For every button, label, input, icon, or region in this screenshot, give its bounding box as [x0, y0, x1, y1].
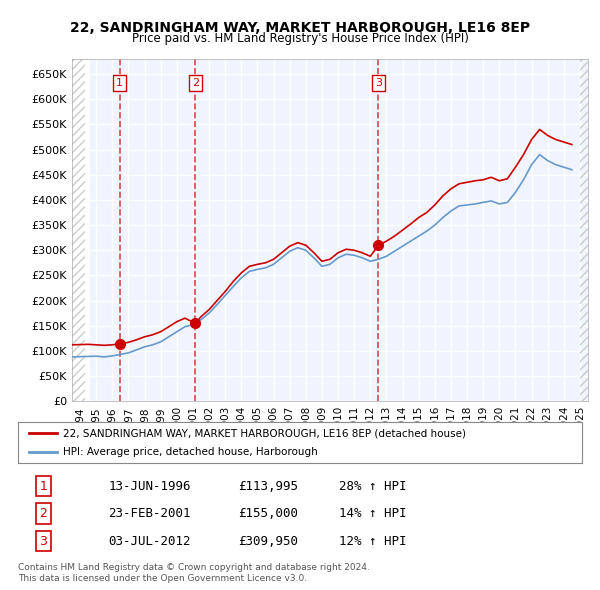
Text: 22, SANDRINGHAM WAY, MARKET HARBOROUGH, LE16 8EP (detached house): 22, SANDRINGHAM WAY, MARKET HARBOROUGH, …	[63, 428, 466, 438]
Text: 12% ↑ HPI: 12% ↑ HPI	[340, 535, 407, 548]
Text: 14% ↑ HPI: 14% ↑ HPI	[340, 507, 407, 520]
Text: HPI: Average price, detached house, Harborough: HPI: Average price, detached house, Harb…	[63, 447, 318, 457]
Text: £113,995: £113,995	[238, 480, 298, 493]
Text: 28% ↑ HPI: 28% ↑ HPI	[340, 480, 407, 493]
Text: 2: 2	[192, 78, 199, 88]
Text: 2: 2	[40, 507, 47, 520]
Text: Contains HM Land Registry data © Crown copyright and database right 2024.
This d: Contains HM Land Registry data © Crown c…	[18, 563, 370, 583]
Text: Price paid vs. HM Land Registry's House Price Index (HPI): Price paid vs. HM Land Registry's House …	[131, 32, 469, 45]
Text: 13-JUN-1996: 13-JUN-1996	[108, 480, 191, 493]
Text: £155,000: £155,000	[238, 507, 298, 520]
Text: 1: 1	[40, 480, 47, 493]
Text: 3: 3	[40, 535, 47, 548]
Text: 22, SANDRINGHAM WAY, MARKET HARBOROUGH, LE16 8EP: 22, SANDRINGHAM WAY, MARKET HARBOROUGH, …	[70, 21, 530, 35]
Text: 03-JUL-2012: 03-JUL-2012	[108, 535, 191, 548]
Text: 1: 1	[116, 78, 123, 88]
Bar	[580, 59, 588, 401]
Bar	[72, 59, 85, 401]
Text: £309,950: £309,950	[238, 535, 298, 548]
FancyBboxPatch shape	[67, 59, 90, 401]
Text: 3: 3	[375, 78, 382, 88]
Text: 23-FEB-2001: 23-FEB-2001	[108, 507, 191, 520]
